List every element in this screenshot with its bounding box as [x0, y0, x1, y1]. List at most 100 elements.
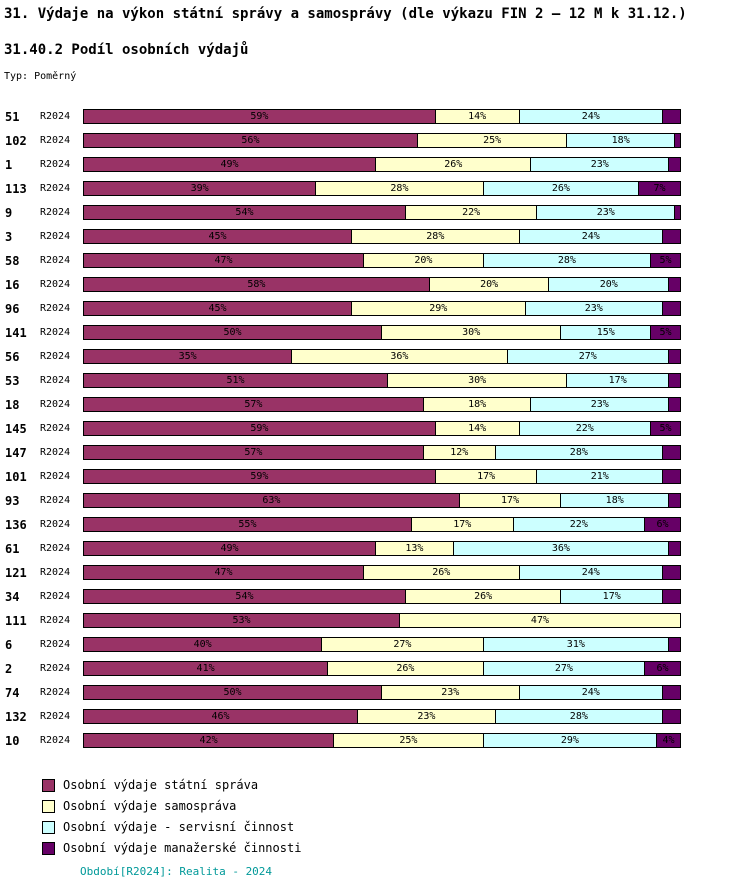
row-period-label: R2024 [40, 423, 71, 434]
bar-segment-self-gov: 17% [459, 493, 562, 508]
legend-swatch [42, 820, 55, 834]
stacked-bar: 51% 30% 17% [83, 373, 681, 388]
row-period-label: R2024 [40, 711, 71, 722]
bar-segment-self-gov: 26% [328, 661, 484, 676]
legend-label: Osobní výdaje státní správa [63, 778, 259, 792]
stacked-bar: 57% 12% 28% [83, 445, 681, 460]
row-id-label: 34 [5, 589, 20, 604]
row-id-label: 58 [5, 253, 20, 268]
stacked-bar: 54% 22% 23% [83, 205, 681, 220]
bar-segment-managerial [669, 637, 681, 652]
stacked-bar: 58% 20% 20% [83, 277, 681, 292]
bar-segment-self-gov: 17% [411, 517, 514, 532]
chart-row: 58 R2024 47% 20% 28% 5% [0, 253, 750, 268]
bar-segment-managerial [663, 565, 681, 580]
row-period-label: R2024 [40, 687, 71, 698]
bar-segment-state-admin: 50% [83, 325, 382, 340]
bar-segment-self-gov: 36% [292, 349, 508, 364]
chart-row: 61 R2024 49% 13% 36% [0, 541, 750, 556]
bar-segment-managerial [674, 205, 681, 220]
chart-row: 56 R2024 35% 36% 27% [0, 349, 750, 364]
stacked-bar: 35% 36% 27% [83, 349, 681, 364]
row-id-label: 2 [5, 661, 13, 676]
stacked-bar: 46% 23% 28% [83, 709, 681, 724]
row-id-label: 9 [5, 205, 13, 220]
page-title: 31. Výdaje na výkon státní správy a samo… [4, 6, 687, 22]
bar-segment-managerial [663, 685, 681, 700]
chart-row: 101 R2024 59% 17% 21% [0, 469, 750, 484]
bar-segment-state-admin: 47% [83, 565, 365, 580]
bar-segment-state-admin: 39% [83, 181, 317, 196]
row-period-label: R2024 [40, 447, 71, 458]
bar-segment-managerial [663, 229, 681, 244]
bar-segment-state-admin: 47% [83, 253, 365, 268]
bar-segment-managerial [669, 541, 681, 556]
bar-segment-service: 24% [519, 565, 664, 580]
bar-segment-state-admin: 53% [83, 613, 400, 628]
bar-segment-service: 28% [495, 709, 664, 724]
bar-segment-managerial: 7% [639, 181, 681, 196]
row-period-label: R2024 [40, 567, 71, 578]
bar-segment-self-gov: 22% [405, 205, 538, 220]
chart-row: 145 R2024 59% 14% 22% 5% [0, 421, 750, 436]
bar-segment-service: 36% [453, 541, 670, 556]
chart-row: 34 R2024 54% 26% 17% [0, 589, 750, 604]
stacked-bar: 50% 30% 15% 5% [83, 325, 681, 340]
bar-segment-managerial: 5% [651, 325, 681, 340]
bar-segment-self-gov: 47% [399, 613, 681, 628]
bar-segment-state-admin: 51% [83, 373, 388, 388]
bar-segment-state-admin: 35% [83, 349, 293, 364]
row-period-label: R2024 [40, 303, 71, 314]
bar-segment-state-admin: 41% [83, 661, 329, 676]
row-period-label: R2024 [40, 279, 71, 290]
bar-segment-service: 24% [519, 109, 664, 124]
bar-segment-state-admin: 57% [83, 397, 424, 412]
legend-label: Osobní výdaje manažerské činnosti [63, 841, 302, 855]
row-period-label: R2024 [40, 735, 71, 746]
row-period-label: R2024 [40, 183, 71, 194]
chart-row: 9 R2024 54% 22% 23% [0, 205, 750, 220]
bar-segment-service: 22% [519, 421, 652, 436]
chart-row: 121 R2024 47% 26% 24% [0, 565, 750, 580]
bar-segment-managerial [663, 709, 681, 724]
chart-row: 10 R2024 42% 25% 29% 4% [0, 733, 750, 748]
stacked-bar: 47% 20% 28% 5% [83, 253, 681, 268]
bar-segment-self-gov: 25% [417, 133, 568, 148]
stacked-bar: 59% 17% 21% [83, 469, 681, 484]
chart-row: 18 R2024 57% 18% 23% [0, 397, 750, 412]
row-id-label: 16 [5, 277, 20, 292]
type-label: Typ: Poměrný [4, 71, 77, 82]
row-period-label: R2024 [40, 375, 71, 386]
chart-row: 102 R2024 56% 25% 18% [0, 133, 750, 148]
row-id-label: 56 [5, 349, 20, 364]
row-id-label: 51 [5, 109, 20, 124]
row-period-label: R2024 [40, 327, 71, 338]
bar-segment-self-gov: 20% [364, 253, 484, 268]
stacked-bar: 54% 26% 17% [83, 589, 681, 604]
row-period-label: R2024 [40, 207, 71, 218]
legend-swatch [42, 778, 55, 792]
bar-segment-state-admin: 49% [83, 541, 377, 556]
bar-segment-self-gov: 30% [382, 325, 562, 340]
bar-segment-service: 23% [531, 157, 670, 172]
bar-segment-state-admin: 59% [83, 421, 436, 436]
chart-rows: 51 R2024 59% 14% 24% 102 R2024 56% 25% 18% 1 R2024 4… [0, 109, 750, 748]
row-period-label: R2024 [40, 135, 71, 146]
bar-segment-managerial: 6% [645, 517, 681, 532]
bar-segment-state-admin: 54% [83, 589, 406, 604]
row-id-label: 113 [5, 181, 27, 196]
row-id-label: 74 [5, 685, 20, 700]
stacked-bar: 39% 28% 26% 7% [83, 181, 681, 196]
bar-segment-self-gov: 28% [316, 181, 484, 196]
row-id-label: 18 [5, 397, 20, 412]
bar-segment-self-gov: 17% [435, 469, 538, 484]
bar-segment-service: 22% [513, 517, 646, 532]
bar-segment-managerial: 4% [657, 733, 681, 748]
stacked-bar: 42% 25% 29% 4% [83, 733, 681, 748]
bar-segment-service: 20% [549, 277, 670, 292]
row-id-label: 93 [5, 493, 20, 508]
bar-segment-managerial: 5% [651, 253, 681, 268]
row-id-label: 102 [5, 133, 27, 148]
bar-segment-managerial [663, 469, 681, 484]
bar-segment-self-gov: 12% [423, 445, 496, 460]
